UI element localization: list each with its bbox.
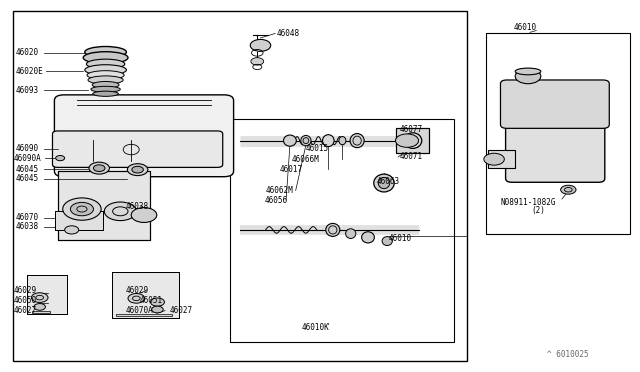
Text: 46090A: 46090A — [14, 154, 42, 163]
Bar — [486, 33, 630, 234]
Text: 46093: 46093 — [15, 86, 38, 94]
Text: 46010K: 46010K — [302, 323, 330, 332]
Ellipse shape — [362, 232, 374, 243]
Ellipse shape — [378, 177, 390, 189]
Ellipse shape — [404, 133, 422, 148]
Text: 46050: 46050 — [14, 296, 37, 305]
Ellipse shape — [326, 223, 340, 237]
Text: 46027: 46027 — [170, 306, 193, 315]
Ellipse shape — [92, 81, 119, 88]
Bar — [27, 275, 67, 314]
Circle shape — [515, 69, 541, 84]
Circle shape — [132, 166, 143, 173]
Bar — [55, 211, 103, 230]
Ellipse shape — [515, 68, 541, 75]
Circle shape — [561, 185, 576, 194]
Circle shape — [396, 134, 419, 147]
Circle shape — [484, 153, 504, 165]
Bar — [396, 128, 429, 153]
Circle shape — [34, 304, 45, 310]
Bar — [396, 128, 429, 153]
Ellipse shape — [87, 71, 124, 80]
FancyBboxPatch shape — [500, 80, 609, 128]
Text: 46020: 46020 — [15, 48, 38, 57]
Text: 46071: 46071 — [399, 153, 422, 161]
Text: 46070: 46070 — [15, 213, 38, 222]
Bar — [58, 171, 150, 240]
Text: 46077: 46077 — [399, 125, 422, 134]
Text: 46038: 46038 — [15, 222, 38, 231]
Ellipse shape — [374, 174, 394, 192]
Text: 46010: 46010 — [513, 23, 536, 32]
Circle shape — [70, 202, 93, 216]
Circle shape — [128, 294, 145, 303]
Ellipse shape — [350, 134, 364, 148]
Ellipse shape — [93, 91, 118, 96]
Ellipse shape — [91, 86, 120, 92]
Circle shape — [93, 165, 105, 171]
Ellipse shape — [301, 135, 311, 146]
Ellipse shape — [88, 76, 124, 84]
Text: 46051: 46051 — [140, 296, 163, 305]
Circle shape — [127, 164, 148, 176]
Text: 46020E: 46020E — [15, 67, 43, 76]
Bar — [13, 11, 467, 361]
Bar — [116, 314, 172, 316]
Circle shape — [89, 162, 109, 174]
Text: 46015: 46015 — [306, 144, 329, 153]
Bar — [112, 272, 179, 318]
Circle shape — [250, 39, 271, 51]
Bar — [58, 171, 150, 240]
Bar — [112, 272, 179, 318]
Ellipse shape — [83, 52, 128, 64]
Ellipse shape — [86, 59, 125, 69]
Text: 46038: 46038 — [125, 202, 148, 211]
Bar — [27, 275, 67, 314]
Text: 46063: 46063 — [376, 177, 399, 186]
Text: 46048: 46048 — [276, 29, 300, 38]
Circle shape — [152, 306, 163, 313]
FancyBboxPatch shape — [52, 131, 223, 167]
Text: 46027: 46027 — [14, 306, 37, 315]
Text: 46010: 46010 — [389, 234, 412, 243]
Ellipse shape — [382, 237, 392, 246]
Text: 46066M: 46066M — [291, 155, 319, 164]
Ellipse shape — [323, 135, 334, 147]
Circle shape — [104, 202, 136, 221]
Text: 46070A: 46070A — [125, 306, 153, 315]
Bar — [55, 211, 103, 230]
Text: 46062M: 46062M — [266, 186, 293, 195]
Circle shape — [131, 208, 157, 222]
Circle shape — [251, 58, 264, 65]
FancyBboxPatch shape — [506, 93, 605, 182]
Text: 46090: 46090 — [15, 144, 38, 153]
Bar — [488, 150, 515, 168]
Circle shape — [31, 293, 48, 302]
Ellipse shape — [346, 229, 356, 238]
Ellipse shape — [85, 65, 127, 75]
Bar — [32, 311, 50, 313]
Text: 46029: 46029 — [14, 286, 37, 295]
Text: 46017: 46017 — [280, 165, 303, 174]
Ellipse shape — [85, 46, 127, 58]
Circle shape — [56, 155, 65, 161]
Text: 46045: 46045 — [15, 165, 38, 174]
Text: N08911-1082G: N08911-1082G — [500, 198, 556, 207]
Ellipse shape — [284, 135, 296, 146]
Circle shape — [65, 226, 79, 234]
Text: ^ 6010025: ^ 6010025 — [547, 350, 589, 359]
FancyBboxPatch shape — [54, 95, 234, 177]
Text: (2): (2) — [531, 206, 545, 215]
Text: 46045: 46045 — [15, 174, 38, 183]
Text: 46056: 46056 — [265, 196, 288, 205]
Text: 46029: 46029 — [125, 286, 148, 295]
Circle shape — [63, 198, 101, 220]
Circle shape — [150, 298, 164, 306]
Ellipse shape — [339, 137, 346, 145]
Bar — [230, 119, 454, 342]
